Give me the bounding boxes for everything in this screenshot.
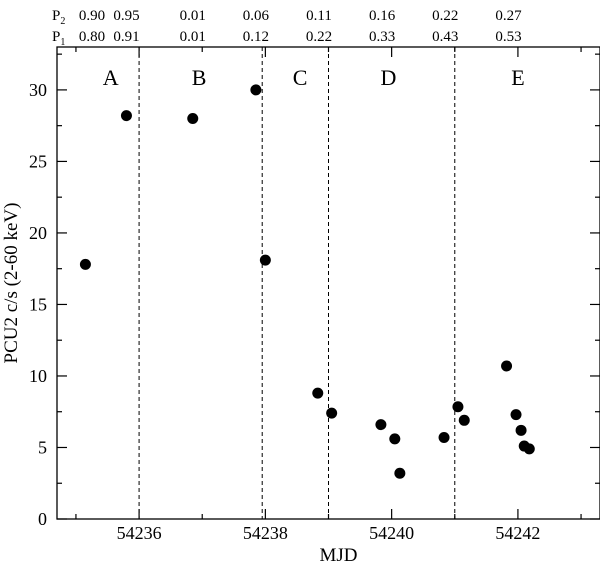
phase-p1-value: 0.01 — [180, 29, 206, 45]
y-tick-label: 15 — [29, 294, 47, 314]
phase-p2-value: 0.90 — [79, 8, 105, 24]
x-tick-label: 54238 — [243, 523, 288, 543]
phase-p1-value: 0.91 — [113, 29, 139, 45]
x-axis-label: MJD — [319, 545, 357, 566]
data-point-8 — [389, 433, 401, 445]
data-point-2 — [187, 113, 199, 125]
data-point-5 — [312, 387, 324, 399]
phase-labels: P2 P1 0.90 0.80 0.95 0.91 0.01 0.01 0.06 0.12 0.11… — [52, 8, 522, 48]
region-labels: A B C D E — [103, 65, 525, 90]
region-label-e: E — [511, 65, 524, 90]
data-point-9 — [394, 467, 406, 479]
data-point-14 — [510, 409, 522, 421]
phase-p2-value: 0.27 — [495, 8, 522, 24]
y-tick-label: 10 — [29, 366, 47, 386]
y-tick-label: 20 — [29, 223, 47, 243]
x-tick-label: 54240 — [369, 523, 414, 543]
data-point-4 — [259, 254, 271, 266]
axis-ticks — [57, 47, 600, 520]
region-label-a: A — [103, 65, 119, 90]
data-point-0 — [79, 258, 91, 270]
region-label-d: D — [381, 65, 397, 90]
y-axis-label: PCU2 c/s (2-60 keV) — [1, 203, 22, 364]
y-tick-label: 5 — [38, 437, 47, 457]
data-point-6 — [326, 407, 338, 419]
data-point-7 — [375, 419, 387, 431]
region-label-b: B — [192, 65, 207, 90]
data-point-11 — [452, 401, 464, 413]
phase-p2-value: 0.06 — [243, 8, 270, 24]
phase-p1-value: 0.22 — [306, 29, 332, 45]
phase-p2-value: 0.16 — [369, 8, 396, 24]
phase-p1-value: 0.53 — [495, 29, 521, 45]
phase-p2-value: 0.01 — [180, 8, 206, 24]
data-point-10 — [438, 431, 450, 443]
phase-row-label: P1 — [52, 29, 65, 48]
phase-p1-value: 0.80 — [79, 29, 105, 45]
data-point-17 — [523, 443, 535, 455]
region-dividers — [138, 47, 456, 519]
phase-p1-value: 0.43 — [432, 29, 458, 45]
phase-p2-value: 0.22 — [432, 8, 458, 24]
x-tick-label: 54242 — [495, 523, 540, 543]
phase-p1-value: 0.12 — [243, 29, 269, 45]
x-tick-label: 54236 — [117, 523, 162, 543]
data-point-15 — [515, 424, 527, 436]
tick-labels: 54236 54238 54240 54242 0 5 10 15 20 25 30 — [29, 80, 540, 543]
y-tick-label: 30 — [29, 80, 47, 100]
y-tick-label: 25 — [29, 151, 47, 171]
region-label-c: C — [293, 65, 308, 90]
phase-p2-value: 0.95 — [113, 8, 139, 24]
data-point-3 — [250, 84, 262, 96]
phase-p1-value: 0.33 — [369, 29, 395, 45]
y-tick-label: 0 — [38, 509, 47, 529]
data-point-12 — [458, 414, 470, 426]
phase-p2-value: 0.11 — [306, 8, 332, 24]
data-point-1 — [120, 110, 132, 122]
phase-row-label: P2 — [52, 8, 65, 27]
data-points — [79, 84, 535, 479]
data-point-13 — [501, 360, 513, 372]
